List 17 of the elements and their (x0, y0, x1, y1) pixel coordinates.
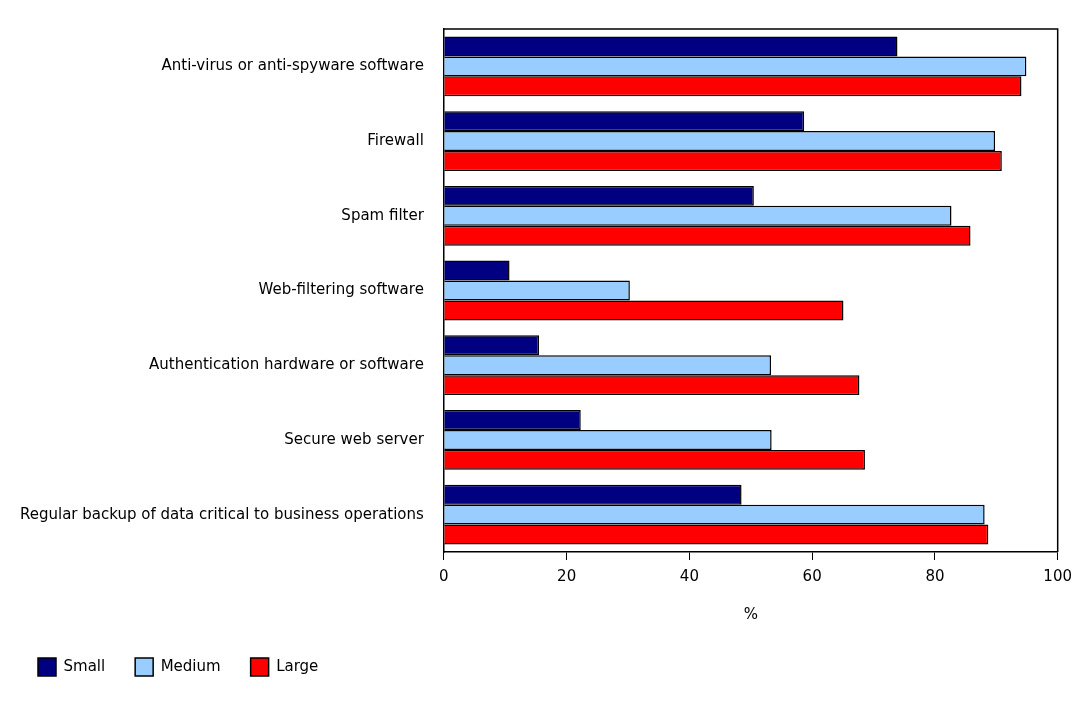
y-tick-label: Secure web server (284, 429, 425, 448)
x-tick-label: 60 (802, 566, 822, 585)
y-tick-label: Firewall (367, 130, 424, 149)
x-tick-label: 100 (1043, 566, 1073, 585)
legend-label: Small (63, 656, 106, 675)
y-tick-label: Authentication hardware or software (149, 355, 424, 374)
legend-label: Medium (160, 656, 221, 675)
y-tick-label: Web-filtering software (258, 280, 424, 299)
y-tick-label: Regular backup of data critical to business operations (20, 504, 425, 523)
legend-label: Large (276, 656, 319, 675)
y-tick-label: Anti-virus or anti-spyware software (161, 56, 424, 75)
x-tick-label: 20 (557, 566, 577, 585)
x-tick-label: 80 (925, 566, 945, 585)
y-tick-label: Spam filter (341, 205, 425, 224)
x-axis-title: % (743, 604, 758, 623)
x-tick-label: 40 (679, 566, 699, 585)
x-tick-label: 0 (439, 566, 449, 585)
